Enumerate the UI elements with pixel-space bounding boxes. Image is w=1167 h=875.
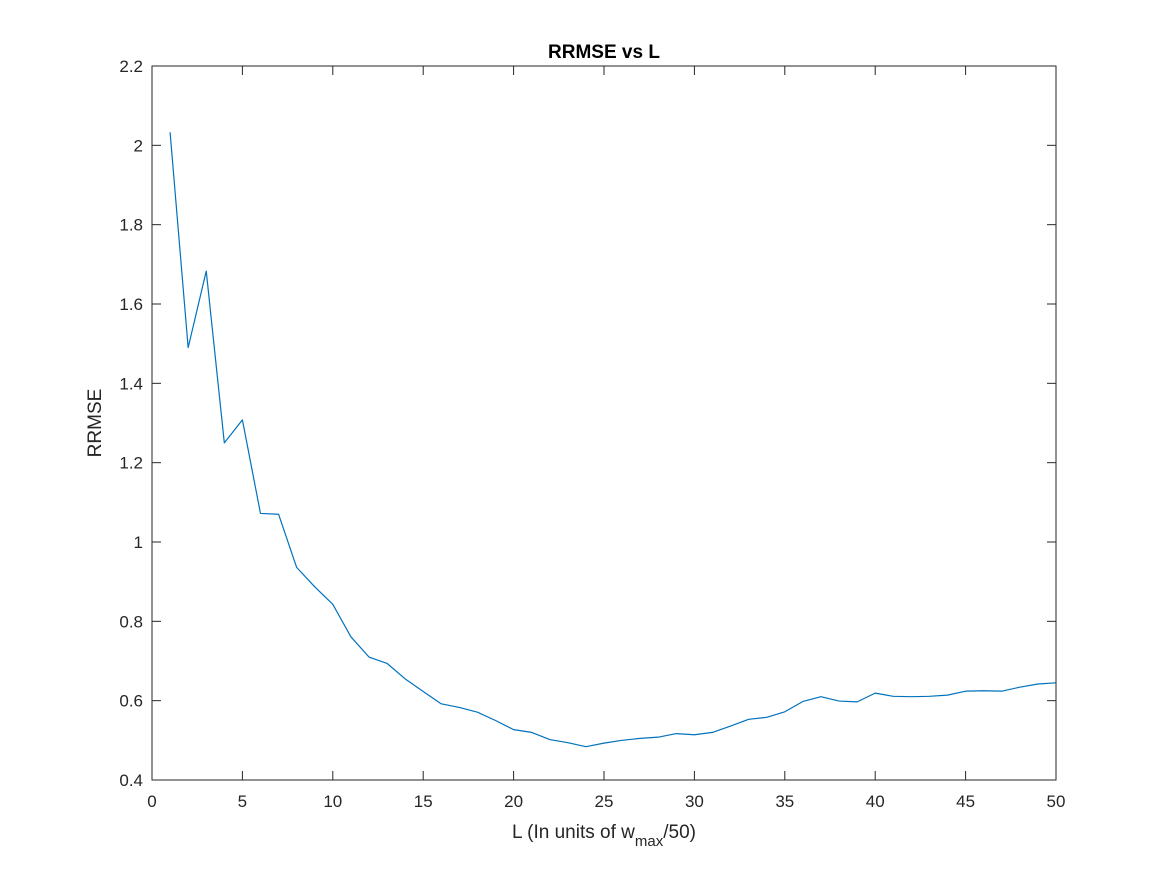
x-tick-label: 25 (595, 792, 614, 811)
x-axis-label: L (In units of wmax/50) (512, 822, 696, 850)
y-tick-label: 1.8 (119, 216, 143, 235)
y-tick-label: 1.2 (119, 454, 143, 473)
y-tick-label: 0.8 (119, 612, 143, 631)
plot-frame (151, 65, 1057, 781)
y-tick-label: 2 (134, 136, 143, 155)
x-tick-label: 30 (685, 792, 704, 811)
x-tick-label: 0 (147, 792, 156, 811)
y-tick-label: 1.4 (119, 374, 143, 393)
x-tick-label: 50 (1047, 792, 1066, 811)
x-axis-label-subscript: max (635, 833, 664, 850)
tick-labels-layer: 0 5 10 15 20 25 30 35 40 45 50 0.4 0.6 0.8 1 1.2 1.4 1.6 1… (119, 57, 1065, 811)
x-tick-label: 40 (866, 792, 885, 811)
y-tick-label: 0.4 (119, 771, 143, 790)
x-tick-label: 15 (414, 792, 433, 811)
y-tick-label: 0.6 (119, 692, 143, 711)
series-line-rrmse (169, 132, 1057, 748)
x-tick-label: 45 (956, 792, 975, 811)
y-tick-label: 1 (134, 533, 143, 552)
y-tick-label: 1.6 (119, 295, 143, 314)
x-tick-label: 5 (238, 792, 247, 811)
x-tick-label: 20 (504, 792, 523, 811)
x-tick-label: 10 (323, 792, 342, 811)
y-axis-label: RRMSE (85, 389, 106, 458)
y-tick-label: 2.2 (119, 57, 143, 76)
chart-title: RRMSE vs L (548, 42, 660, 63)
x-axis-label-suffix: /50) (663, 822, 696, 843)
plot-area (152, 66, 1056, 780)
x-tick-label: 35 (775, 792, 794, 811)
series-layer (169, 132, 1057, 748)
x-axis-label-prefix: L (In units of w (512, 822, 635, 843)
